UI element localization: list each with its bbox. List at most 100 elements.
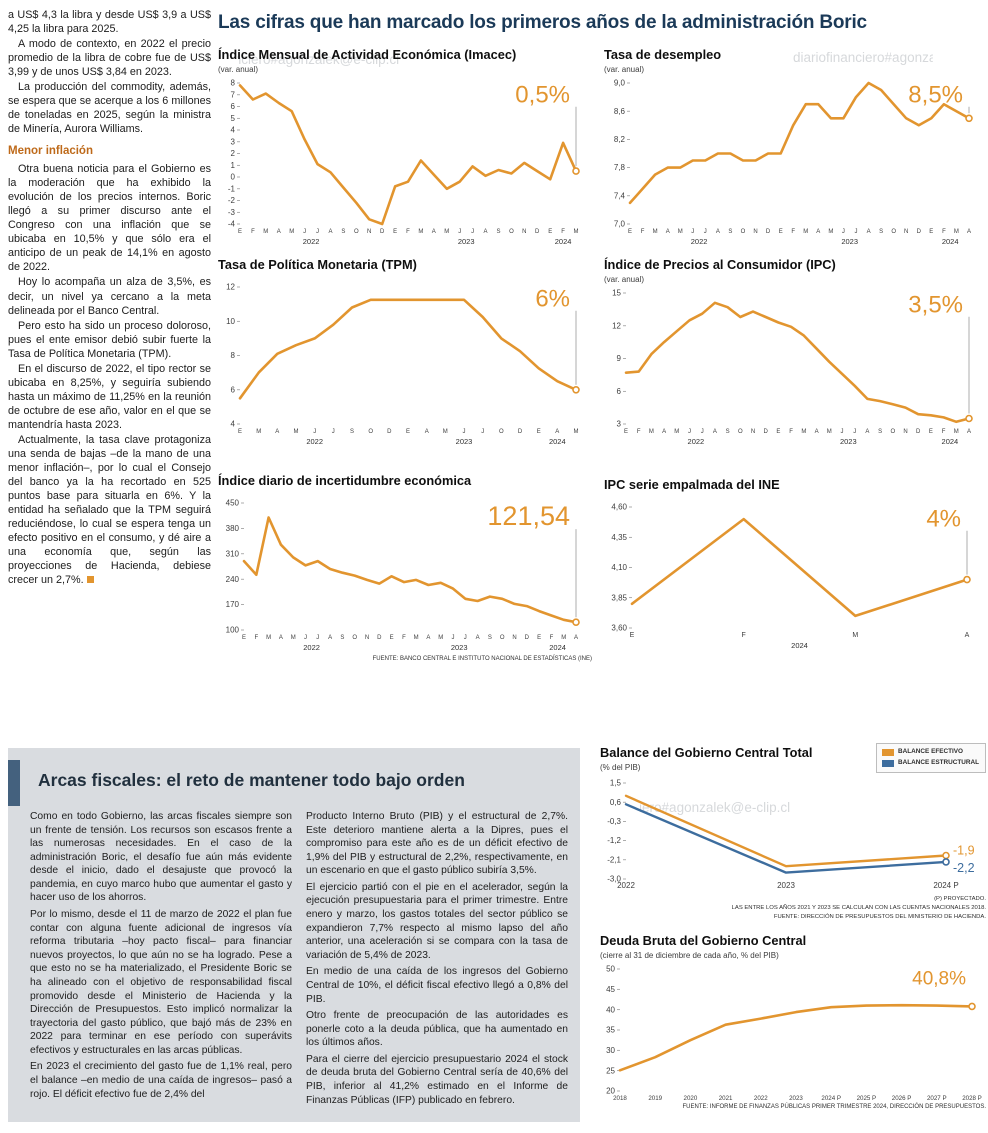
legend-label: BALANCE EFECTIVO xyxy=(898,748,964,755)
svg-text:M: M xyxy=(954,429,959,435)
svg-text:F: F xyxy=(550,635,554,641)
svg-text:O: O xyxy=(368,429,373,435)
article-paragraph: La producción del commodity, además, se … xyxy=(8,81,211,136)
svg-text:J: J xyxy=(316,635,319,641)
svg-text:380: 380 xyxy=(226,524,240,533)
svg-text:F: F xyxy=(402,635,406,641)
fiscal-paragraph: En medio de una caída de los ingresos de… xyxy=(306,966,568,1005)
svg-text:2023: 2023 xyxy=(456,437,473,446)
chart-source: FUENTE: INFORME DE FINANZAS PÚBLICAS PRI… xyxy=(682,1103,987,1110)
fiscal-paragraph: Para el cierre del ejercicio presupuesta… xyxy=(306,1053,568,1106)
svg-text:A: A xyxy=(662,429,666,435)
svg-text:M: M xyxy=(443,429,448,435)
svg-text:E: E xyxy=(628,229,632,235)
chart-source: FUENTE: BANCO CENTRAL E INSTITUTO NACION… xyxy=(372,655,592,662)
svg-text:S: S xyxy=(488,635,492,641)
svg-text:J: J xyxy=(304,635,307,641)
svg-text:E: E xyxy=(390,635,394,641)
svg-text:450: 450 xyxy=(226,498,240,507)
svg-text:8: 8 xyxy=(231,351,236,360)
incertidumbre-chart-section: Índice diario de incertidumbre económica… xyxy=(218,473,592,662)
svg-text:3: 3 xyxy=(231,137,236,146)
article-paragraph: En el discurso de 2022, el tipo rector s… xyxy=(8,362,211,431)
svg-text:6%: 6% xyxy=(535,285,570,312)
chart-subtitle: (var. anual) xyxy=(218,64,259,74)
svg-text:O: O xyxy=(499,429,504,435)
svg-text:10: 10 xyxy=(226,317,235,326)
svg-text:D: D xyxy=(518,429,523,435)
deuda-chart-section: Deuda Bruta del Gobierno Central (cierre… xyxy=(600,933,987,1110)
svg-text:J: J xyxy=(458,229,461,235)
svg-text:A: A xyxy=(867,229,871,235)
svg-text:O: O xyxy=(738,429,743,435)
svg-text:M: M xyxy=(574,229,579,235)
svg-text:2027 P: 2027 P xyxy=(927,1095,947,1102)
svg-text:D: D xyxy=(377,635,382,641)
article-paragraph: Pero esto ha sido un proceso doloroso, p… xyxy=(8,319,211,360)
svg-text:6: 6 xyxy=(617,387,622,396)
svg-text:-2: -2 xyxy=(228,196,236,205)
svg-text:S: S xyxy=(350,429,354,435)
svg-text:E: E xyxy=(242,635,246,641)
svg-text:4,60: 4,60 xyxy=(611,502,627,511)
svg-text:D: D xyxy=(917,229,922,235)
svg-text:A: A xyxy=(865,429,869,435)
svg-text:2022: 2022 xyxy=(691,237,708,246)
svg-text:2025 P: 2025 P xyxy=(857,1095,877,1102)
svg-text:2022: 2022 xyxy=(754,1095,768,1102)
chart-title: IPC serie empalmada del INE xyxy=(604,477,780,492)
svg-text:1: 1 xyxy=(231,161,236,170)
svg-text:4,10: 4,10 xyxy=(611,563,627,572)
svg-text:2018: 2018 xyxy=(613,1095,627,1102)
svg-text:A: A xyxy=(574,635,578,641)
chart-note: FUENTE: DIRECCIÓN DE PRESUPUESTOS DEL MI… xyxy=(773,913,986,920)
ipc-line-chart: 15 12 9 6 3 E F M A M J J A S O N D E F M A M J J A S O N D E F M A 2022 2… xyxy=(604,287,985,449)
chart-title: Índice diario de incertidumbre económica xyxy=(218,473,472,488)
svg-text:D: D xyxy=(535,229,540,235)
svg-text:E: E xyxy=(929,429,933,435)
article-paragraph: Otra buena noticia para el Gobierno es l… xyxy=(8,163,211,274)
svg-text:30: 30 xyxy=(606,1046,615,1055)
balance-line-chart: 1,5 0,6 -0,3 -1,2 -2,1 -3,0 2022 2023 2024 P -1,9… xyxy=(600,775,986,893)
svg-text:-1: -1 xyxy=(228,184,236,193)
svg-text:5: 5 xyxy=(231,114,236,123)
svg-text:121,54: 121,54 xyxy=(487,501,570,531)
chart-title: Tasa de Política Monetaria (TPM) xyxy=(218,257,417,272)
svg-text:E: E xyxy=(406,429,410,435)
svg-text:M: M xyxy=(574,429,579,435)
svg-text:-3: -3 xyxy=(228,208,236,217)
svg-text:2019: 2019 xyxy=(648,1095,662,1102)
svg-text:2022: 2022 xyxy=(303,643,320,652)
svg-text:2024: 2024 xyxy=(791,641,808,650)
svg-text:2022: 2022 xyxy=(303,237,320,246)
svg-text:7,8: 7,8 xyxy=(614,163,626,172)
svg-text:N: N xyxy=(512,635,516,641)
svg-text:A: A xyxy=(967,229,971,235)
svg-text:2028 P: 2028 P xyxy=(962,1095,982,1102)
desempleo-chart-section: Tasa de desempleo (var. anual) 9,0 8,6 8,2… xyxy=(604,47,985,249)
chart-title: Deuda Bruta del Gobierno Central xyxy=(600,933,807,948)
svg-text:E: E xyxy=(929,229,933,235)
svg-text:J: J xyxy=(303,229,306,235)
svg-text:2022: 2022 xyxy=(617,881,635,890)
svg-text:2024: 2024 xyxy=(549,437,566,446)
chart-notes: (P) PROYECTADO. LAS ENTRE LOS AÑOS 2021 … xyxy=(600,895,986,922)
svg-text:310: 310 xyxy=(226,549,240,558)
svg-text:2020: 2020 xyxy=(684,1095,698,1102)
chart-title: Índice de Precios al Consumidor (IPC) xyxy=(604,257,836,272)
svg-text:S: S xyxy=(496,229,500,235)
svg-text:M: M xyxy=(263,229,268,235)
svg-text:7,4: 7,4 xyxy=(614,191,626,200)
svg-text:A: A xyxy=(328,635,332,641)
svg-text:M: M xyxy=(561,635,566,641)
svg-text:A: A xyxy=(713,429,717,435)
svg-text:E: E xyxy=(537,429,541,435)
tpm-chart-section: Tasa de Política Monetaria (TPM) 12 10 8 6 4… xyxy=(218,257,592,449)
chart-note: (P) PROYECTADO. xyxy=(934,895,986,902)
legend-item-efectivo: BALANCE EFECTIVO xyxy=(882,747,979,758)
svg-text:A: A xyxy=(965,632,970,639)
svg-text:J: J xyxy=(691,229,694,235)
svg-text:N: N xyxy=(751,429,755,435)
svg-text:-2,2: -2,2 xyxy=(953,861,975,875)
desempleo-line-chart: 9,0 8,6 8,2 7,8 7,4 7,0 E F M A M J J A S O N D E F M A M J J A S O… xyxy=(604,77,985,249)
